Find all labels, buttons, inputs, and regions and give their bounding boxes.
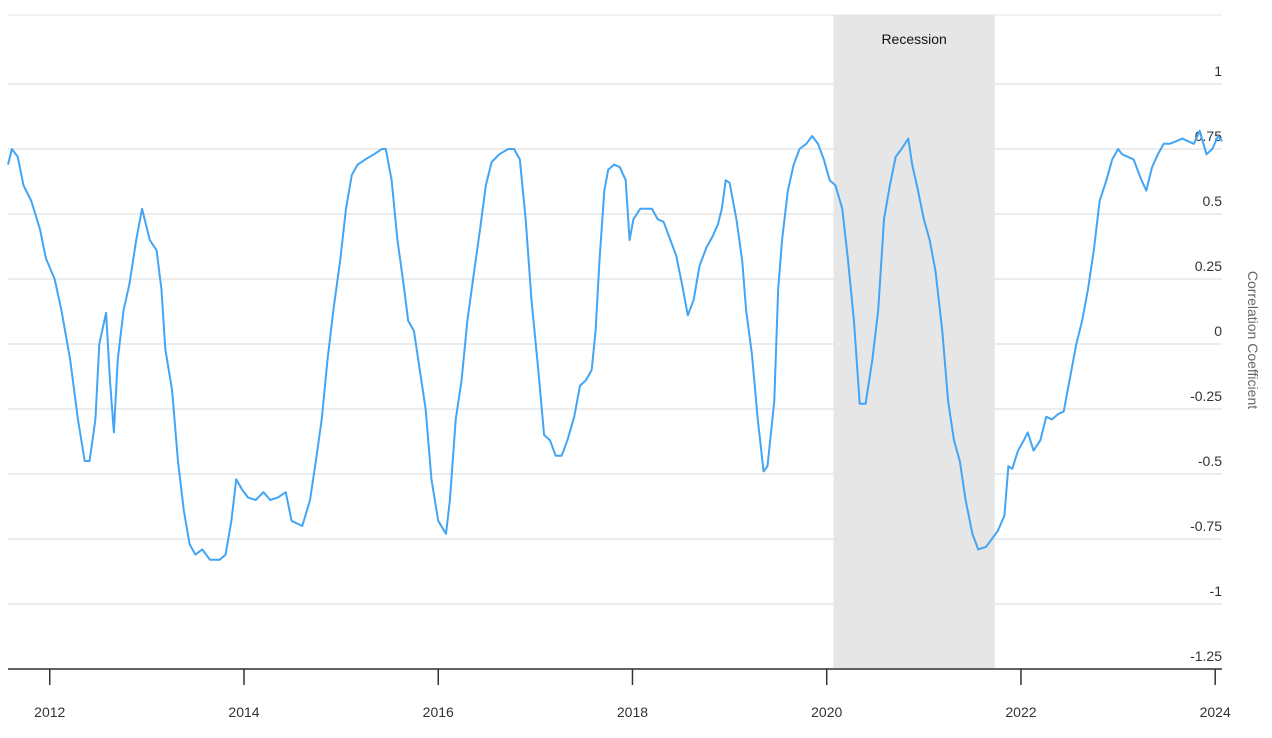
x-tick-label: 2012 [34, 704, 65, 720]
recession-band [833, 15, 995, 669]
x-tick-label: 2018 [617, 704, 648, 720]
shade-layer: Recession [833, 15, 995, 669]
y-tick-label: 0.25 [1195, 258, 1222, 274]
series-line [7, 129, 1223, 561]
y-tick-label: -0.25 [1190, 388, 1222, 404]
y-axis-label: Correlation Coefficient [1245, 271, 1261, 409]
x-tick-label: 2022 [1005, 704, 1036, 720]
recession-label: Recession [881, 31, 946, 47]
x-tick-label: 2020 [811, 704, 842, 720]
y-tick-label: -0.75 [1190, 518, 1222, 534]
y-tick-label: 0.5 [1203, 193, 1223, 209]
x-tick-label: 2016 [423, 704, 454, 720]
y-tick-label: 0 [1214, 323, 1222, 339]
plot-layer [7, 129, 1223, 561]
y-tick-label: 1 [1214, 63, 1222, 79]
y-tick-label: -1 [1210, 583, 1223, 599]
y-tick-label: -0.5 [1198, 453, 1222, 469]
y-tick-label: -1.25 [1190, 648, 1222, 664]
x-tick-label: 2024 [1200, 704, 1231, 720]
x-tick-label: 2014 [228, 704, 259, 720]
